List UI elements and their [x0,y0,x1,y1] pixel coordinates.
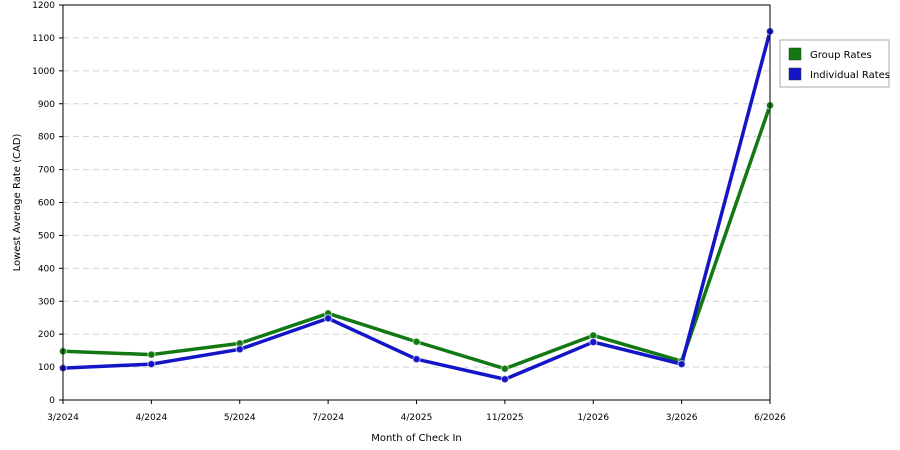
data-point-individual-rates [412,354,421,364]
x-tick-label: 4/2025 [401,413,433,423]
x-tick-label: 4/2024 [136,413,168,423]
y-tick-label: 1200 [32,1,55,11]
x-tick-label: 5/2024 [224,413,256,423]
legend-item-group-rates: Group Rates [788,47,872,61]
x-tick-label: 1/2026 [577,413,609,423]
y-tick-label: 800 [38,133,55,143]
data-point-individual-rates [147,359,156,369]
series-line-group-rates [61,103,772,371]
y-tick-label: 700 [38,166,55,176]
legend-swatch [788,47,802,61]
series-layer [58,27,775,384]
y-tick-label: 1000 [32,67,55,77]
x-tick-label: 7/2024 [312,413,344,423]
y-axis: 0 100 200 300 400 500 600 700 800 900 1000 1100 1200 [32,1,63,406]
y-tick-label: 600 [38,199,55,209]
series-group-rates [58,101,775,373]
x-tick-label: 11/2025 [486,413,523,423]
legend-label: Group Rates [810,50,872,61]
y-tick-label: 400 [38,264,55,274]
y-tick-label: 500 [38,231,55,241]
y-axis-title: Lowest Average Rate (CAD) [12,133,23,271]
y-tick-label: 300 [38,297,55,307]
x-axis-title: Month of Check In [371,433,462,444]
y-tick-label: 200 [38,330,55,340]
data-point-individual-rates [323,314,333,323]
x-tick-label: 3/2026 [666,413,698,423]
y-tick-label: 0 [49,396,55,406]
legend-items: Group Rates Individual Rates [788,47,890,81]
data-point-group-rates [147,350,156,359]
y-tick-label: 1100 [32,34,55,44]
series-line-individual-rates [61,29,772,382]
grid-layer [63,37,770,368]
legend-label: Individual Rates [810,70,890,81]
legend-swatch [788,67,802,81]
x-axis: 3/2024 4/2024 5/2024 7/2024 4/2025 11/2025 1/2… [47,400,786,423]
plot-frame [62,4,771,401]
y-tick-label: 100 [38,363,55,373]
data-point-group-rates [412,337,421,346]
y-tick-label: 900 [38,100,55,110]
legend-item-individual-rates: Individual Rates [788,67,890,81]
data-point-individual-rates [500,375,510,384]
x-tick-label: 6/2026 [754,413,786,423]
series-individual-rates [58,27,775,384]
legend: Group Rates Individual Rates [779,39,890,88]
data-point-individual-rates [589,337,598,347]
data-point-group-rates [500,364,510,373]
data-point-individual-rates [235,345,244,354]
x-tick-label: 3/2024 [47,413,79,423]
data-point-individual-rates [677,359,686,369]
